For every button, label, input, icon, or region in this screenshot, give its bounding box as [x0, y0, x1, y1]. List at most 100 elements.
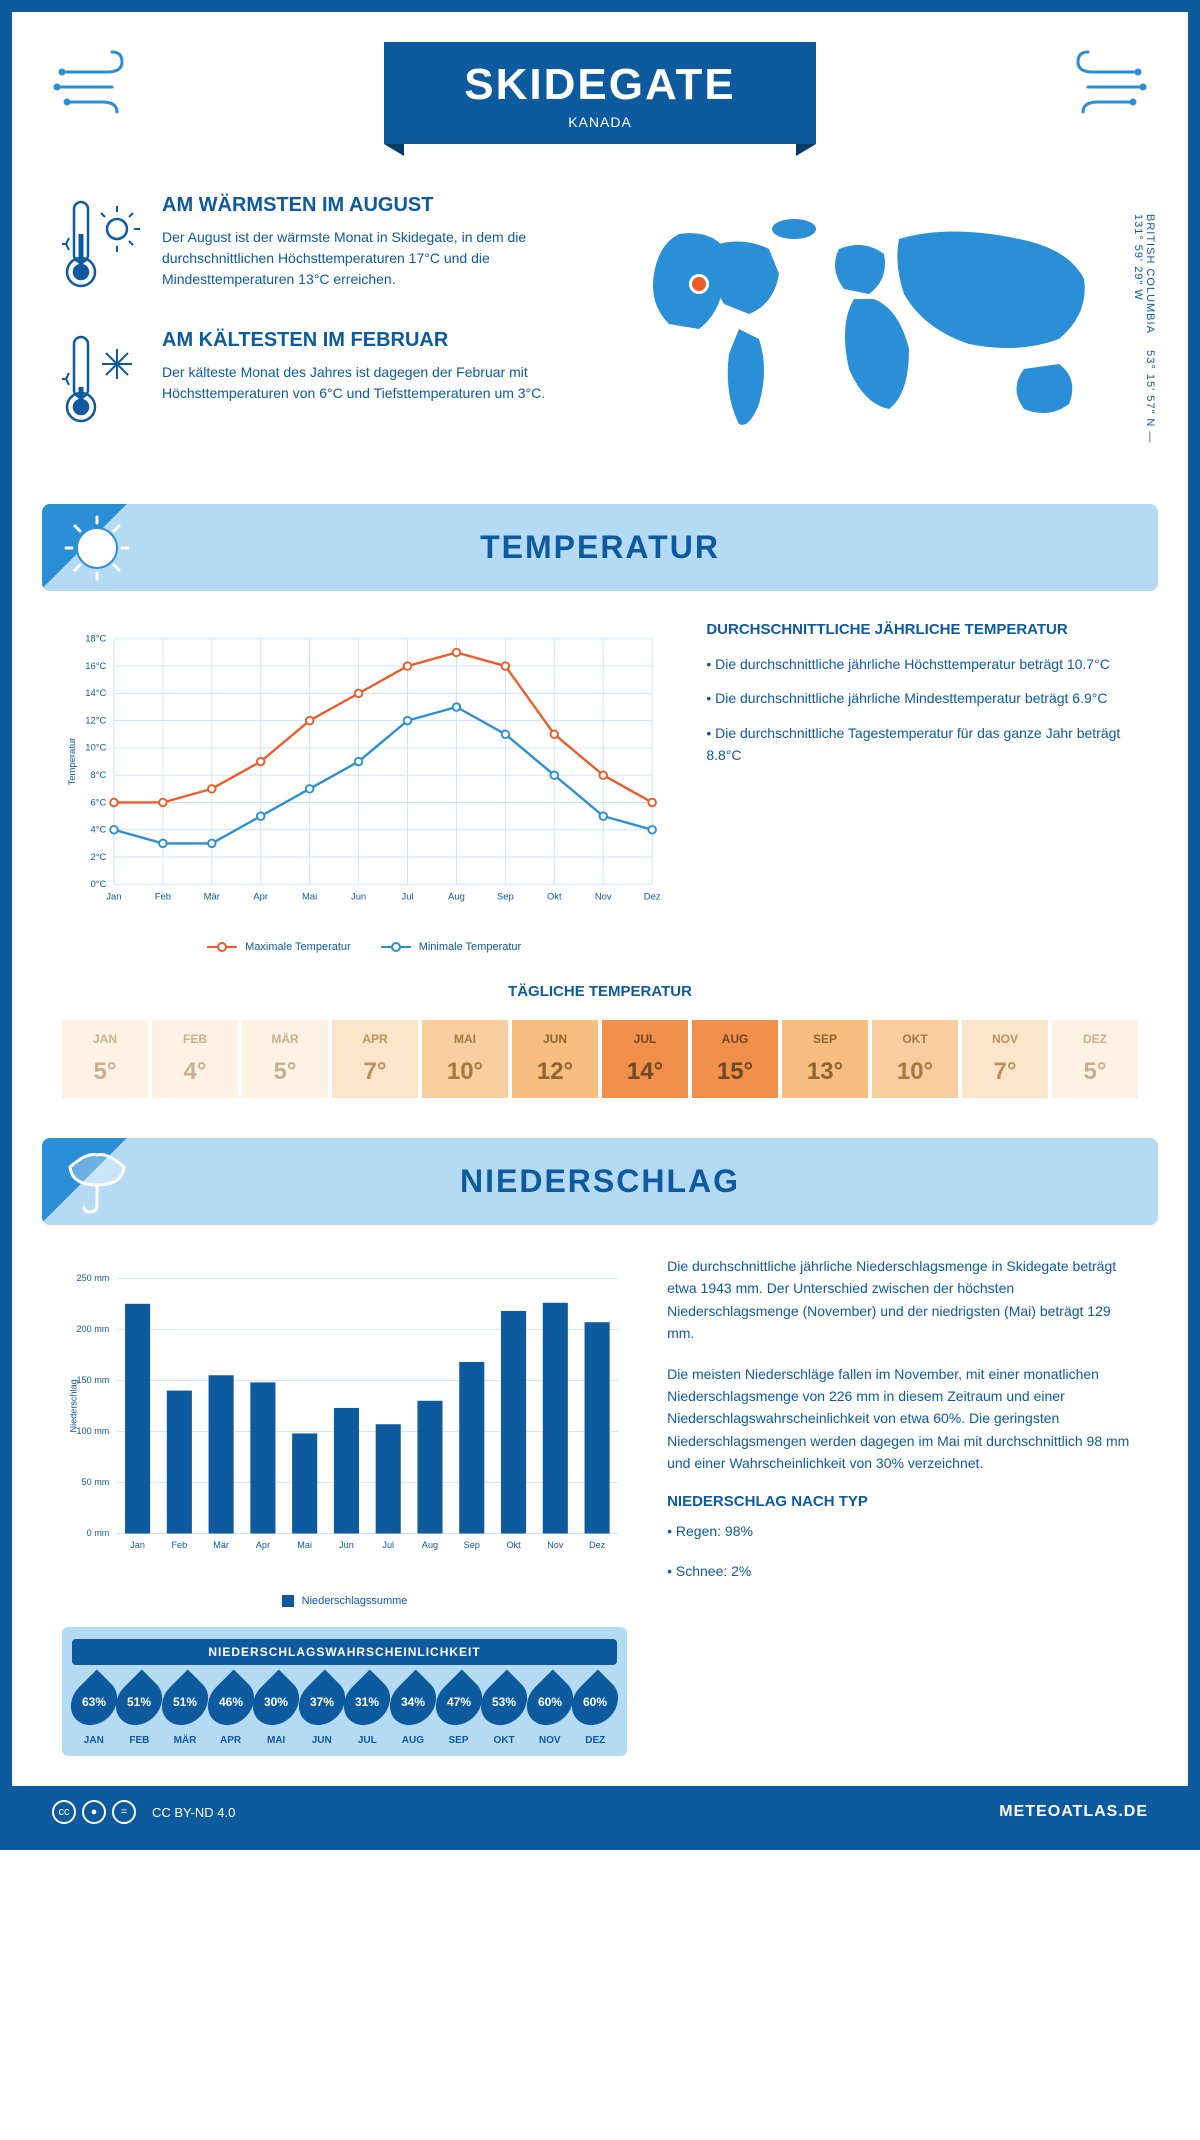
- svg-text:Dez: Dez: [589, 1540, 606, 1550]
- wind-icon: [1048, 47, 1148, 117]
- svg-text:Aug: Aug: [422, 1540, 438, 1550]
- precip-p1: Die durchschnittliche jährliche Niedersc…: [667, 1255, 1138, 1345]
- cc-icon: cc: [52, 1800, 76, 1824]
- svg-text:Temperatur: Temperatur: [67, 738, 78, 786]
- warmest-block: AM WÄRMSTEN IM AUGUST Der August ist der…: [62, 194, 580, 299]
- svg-text:Jan: Jan: [130, 1540, 145, 1550]
- svg-text:Okt: Okt: [547, 891, 562, 902]
- prob-cell: 60%NOV: [528, 1677, 572, 1752]
- coldest-text: Der kälteste Monat des Jahres ist dagege…: [162, 362, 580, 404]
- precip-legend: Niederschlagssumme: [62, 1595, 627, 1607]
- map-region: BRITISH COLUMBIA 53° 15' 57" N — 131° 59…: [620, 194, 1138, 464]
- warmest-title: AM WÄRMSTEN IM AUGUST: [162, 194, 580, 217]
- prob-cell: 47%SEP: [437, 1677, 481, 1752]
- header-banner: SKIDEGATE KANADA: [384, 42, 815, 144]
- prob-title: NIEDERSCHLAGSWAHRSCHEINLICHKEIT: [72, 1639, 617, 1665]
- intro-section: AM WÄRMSTEN IM AUGUST Der August ist der…: [12, 164, 1188, 504]
- svg-text:14°C: 14°C: [85, 688, 106, 699]
- precipitation-section: 0 mm50 mm100 mm150 mm200 mm250 mmJanFebM…: [12, 1255, 1188, 1786]
- svg-text:Apr: Apr: [253, 891, 268, 902]
- temp-cell: NOV7°: [962, 1020, 1048, 1098]
- precipitation-info: Die durchschnittliche jährliche Niedersc…: [667, 1255, 1138, 1756]
- coords-lat: 53° 15' 57" N: [1144, 350, 1156, 427]
- svg-text:Feb: Feb: [155, 891, 171, 902]
- svg-text:4°C: 4°C: [91, 825, 107, 836]
- svg-text:Mär: Mär: [204, 891, 220, 902]
- section-header-temperature: TEMPERATUR: [42, 504, 1158, 591]
- sun-icon: [62, 513, 132, 583]
- prob-cell: 46%APR: [209, 1677, 253, 1752]
- prob-cell: 51%MÄR: [163, 1677, 207, 1752]
- world-map-icon: [620, 194, 1138, 454]
- prob-cell: 31%JUL: [346, 1677, 390, 1752]
- svg-text:Jun: Jun: [351, 891, 366, 902]
- license-text: CC BY-ND 4.0: [152, 1805, 235, 1820]
- legend-min: Minimale Temperatur: [419, 941, 522, 953]
- coordinates: BRITISH COLUMBIA 53° 15' 57" N — 131° 59…: [1132, 214, 1156, 464]
- svg-text:0°C: 0°C: [91, 879, 107, 890]
- svg-text:Mai: Mai: [297, 1540, 312, 1550]
- svg-text:200 mm: 200 mm: [76, 1324, 109, 1334]
- temp-cell: FEB4°: [152, 1020, 238, 1098]
- svg-text:Jul: Jul: [382, 1540, 394, 1550]
- nd-icon: =: [112, 1800, 136, 1824]
- daily-temp-title: TÄGLICHE TEMPERATUR: [62, 983, 1138, 1000]
- coldest-block: AM KÄLTESTEN IM FEBRUAR Der kälteste Mon…: [62, 329, 580, 434]
- svg-text:250 mm: 250 mm: [76, 1273, 109, 1283]
- prob-cell: 60%DEZ: [574, 1677, 618, 1752]
- precip-type2: • Schnee: 2%: [667, 1560, 1138, 1582]
- svg-text:Niederschlag: Niederschlag: [69, 1379, 79, 1432]
- svg-text:Nov: Nov: [547, 1540, 564, 1550]
- temp-info-p3: • Die durchschnittliche Tagestemperatur …: [706, 722, 1138, 767]
- svg-text:50 mm: 50 mm: [82, 1477, 110, 1487]
- coldest-title: AM KÄLTESTEN IM FEBRUAR: [162, 329, 580, 352]
- precipitation-chart: 0 mm50 mm100 mm150 mm200 mm250 mmJanFebM…: [62, 1255, 627, 1575]
- svg-text:2°C: 2°C: [91, 852, 107, 863]
- svg-text:Dez: Dez: [644, 891, 661, 902]
- temp-cell: MAI10°: [422, 1020, 508, 1098]
- footer: cc ● = CC BY-ND 4.0 METEOATLAS.DE: [12, 1786, 1188, 1838]
- temp-cell: MÄR5°: [242, 1020, 328, 1098]
- svg-text:12°C: 12°C: [85, 715, 106, 726]
- temperature-chart: 0°C2°C4°C6°C8°C10°C12°C14°C16°C18°CJanFe…: [62, 621, 666, 953]
- prob-cell: 51%FEB: [118, 1677, 162, 1752]
- svg-text:100 mm: 100 mm: [76, 1426, 109, 1436]
- header: SKIDEGATE KANADA: [12, 12, 1188, 164]
- umbrella-icon: [62, 1147, 132, 1217]
- svg-text:0 mm: 0 mm: [87, 1528, 110, 1538]
- by-icon: ●: [82, 1800, 106, 1824]
- prob-cell: 53%OKT: [482, 1677, 526, 1752]
- precipitation-heading: NIEDERSCHLAG: [67, 1163, 1133, 1200]
- svg-text:Aug: Aug: [448, 891, 465, 902]
- temp-info-p1: • Die durchschnittliche jährliche Höchst…: [706, 653, 1138, 675]
- svg-text:Okt: Okt: [506, 1540, 521, 1550]
- precipitation-left: 0 mm50 mm100 mm150 mm200 mm250 mmJanFebM…: [62, 1255, 627, 1756]
- svg-text:Sep: Sep: [497, 891, 514, 902]
- svg-text:Sep: Sep: [464, 1540, 480, 1550]
- svg-text:18°C: 18°C: [85, 634, 106, 645]
- wind-icon: [52, 47, 152, 117]
- precipitation-probability: NIEDERSCHLAGSWAHRSCHEINLICHKEIT 63%JAN51…: [62, 1627, 627, 1756]
- thermometer-cold-icon: [62, 329, 142, 434]
- temperature-info: DURCHSCHNITTLICHE JÄHRLICHE TEMPERATUR •…: [706, 621, 1138, 953]
- temp-cell: JUN12°: [512, 1020, 598, 1098]
- svg-text:Jan: Jan: [106, 891, 121, 902]
- site-name: METEOATLAS.DE: [999, 1803, 1148, 1821]
- svg-text:16°C: 16°C: [85, 661, 106, 672]
- svg-text:6°C: 6°C: [91, 797, 107, 808]
- prob-cell: 34%AUG: [391, 1677, 435, 1752]
- svg-text:Jun: Jun: [339, 1540, 354, 1550]
- thermometer-warm-icon: [62, 194, 142, 299]
- precip-legend-label: Niederschlagssumme: [302, 1595, 408, 1607]
- svg-text:150 mm: 150 mm: [76, 1375, 109, 1385]
- precip-type1: • Regen: 98%: [667, 1520, 1138, 1542]
- daily-temperature: TÄGLICHE TEMPERATUR JAN5°FEB4°MÄR5°APR7°…: [12, 983, 1188, 1138]
- warmest-text: Der August ist der wärmste Monat in Skid…: [162, 227, 580, 290]
- temp-cell: JAN5°: [62, 1020, 148, 1098]
- svg-text:10°C: 10°C: [85, 743, 106, 754]
- svg-text:Jul: Jul: [401, 891, 413, 902]
- page-title: SKIDEGATE: [464, 60, 735, 110]
- coords-lon: 131° 59' 29" W: [1132, 214, 1144, 301]
- page-subtitle: KANADA: [464, 114, 735, 130]
- svg-text:Apr: Apr: [256, 1540, 270, 1550]
